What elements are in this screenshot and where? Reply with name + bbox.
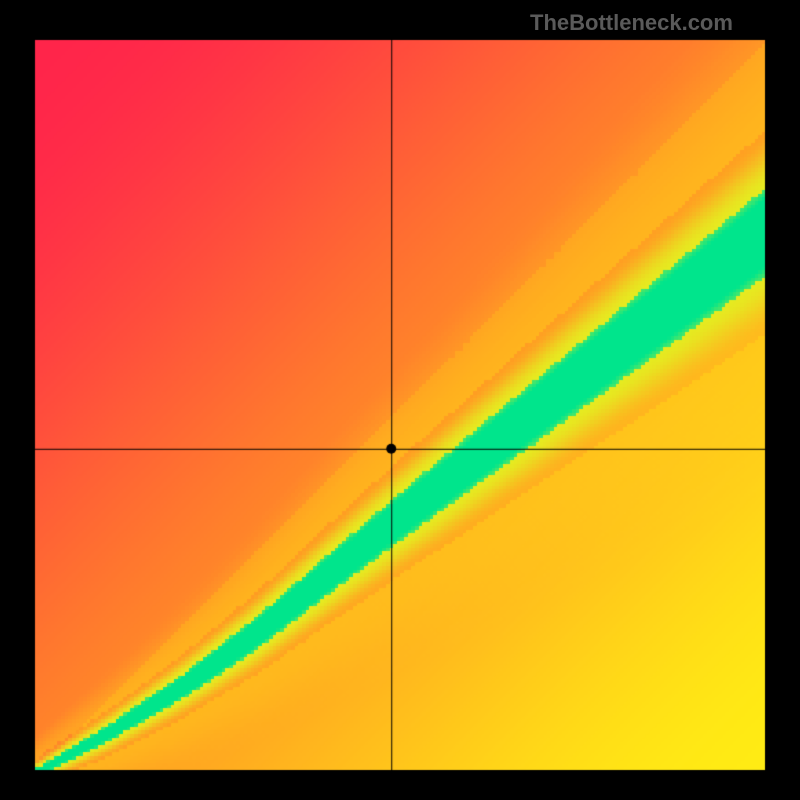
- heatmap-canvas: [0, 0, 800, 800]
- chart-container: TheBottleneck.com: [0, 0, 800, 800]
- watermark-text: TheBottleneck.com: [530, 10, 733, 36]
- heatmap-plot: [0, 0, 800, 800]
